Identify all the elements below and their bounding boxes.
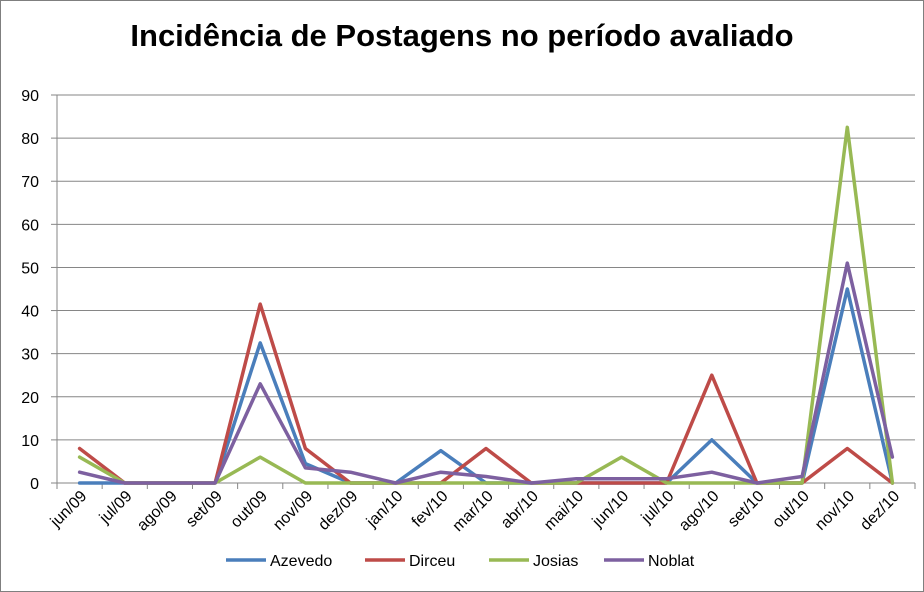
series-line-josias: [77, 125, 895, 485]
x-tick-label: set/10: [725, 488, 768, 531]
x-tick-label: ago/09: [134, 488, 181, 535]
y-axis-ticks: 0 10 20 30 40 50 60 70 80 90: [21, 88, 57, 493]
x-tick-label: jul/10: [638, 488, 678, 528]
series-line-noblat: [77, 261, 895, 485]
x-tick-label: mai/10: [541, 488, 587, 534]
x-tick-label: jun/10: [589, 488, 633, 532]
y-tick-label: 10: [21, 433, 39, 450]
x-tick-label: dez/09: [315, 488, 361, 534]
y-tick-label: 70: [21, 174, 39, 191]
series-lines: [77, 125, 895, 485]
gridlines: [57, 94, 915, 441]
y-tick-label: 90: [21, 88, 39, 105]
x-tick-label: fev/10: [409, 488, 452, 531]
x-tick-label: set/09: [183, 488, 226, 531]
x-tick-label: nov/10: [812, 488, 858, 534]
x-tick-label: out/10: [769, 488, 813, 532]
x-tick-label: jun/09: [47, 488, 91, 532]
x-tick-label: jul/09: [96, 488, 136, 528]
legend-label: Noblat: [648, 553, 695, 570]
legend-label: Dirceu: [409, 553, 455, 570]
y-tick-label: 80: [21, 131, 39, 148]
chart-title: Incidência de Postagens no período avali…: [130, 18, 794, 53]
x-tick-label: jan/10: [363, 488, 407, 532]
x-tick-label: ago/10: [676, 488, 723, 535]
x-tick-label: mar/10: [450, 488, 497, 535]
x-tick-label: abr/10: [498, 488, 542, 532]
y-tick-label: 60: [21, 217, 39, 234]
y-tick-label: 30: [21, 347, 39, 364]
axes: [56, 95, 915, 484]
y-tick-label: 0: [30, 476, 39, 493]
series-line-dirceu: [77, 302, 895, 485]
y-tick-label: 20: [21, 390, 39, 407]
legend-label: Josias: [533, 553, 578, 570]
series-line-azevedo: [77, 287, 895, 485]
legend-label: Azevedo: [270, 553, 332, 570]
x-tick-label: nov/09: [270, 488, 316, 534]
x-tick-label: out/09: [228, 488, 272, 532]
y-tick-label: 50: [21, 260, 39, 277]
legend: Azevedo Dirceu Josias Noblat: [226, 553, 695, 570]
x-tick-label: dez/10: [857, 488, 903, 534]
y-tick-label: 40: [21, 304, 39, 321]
